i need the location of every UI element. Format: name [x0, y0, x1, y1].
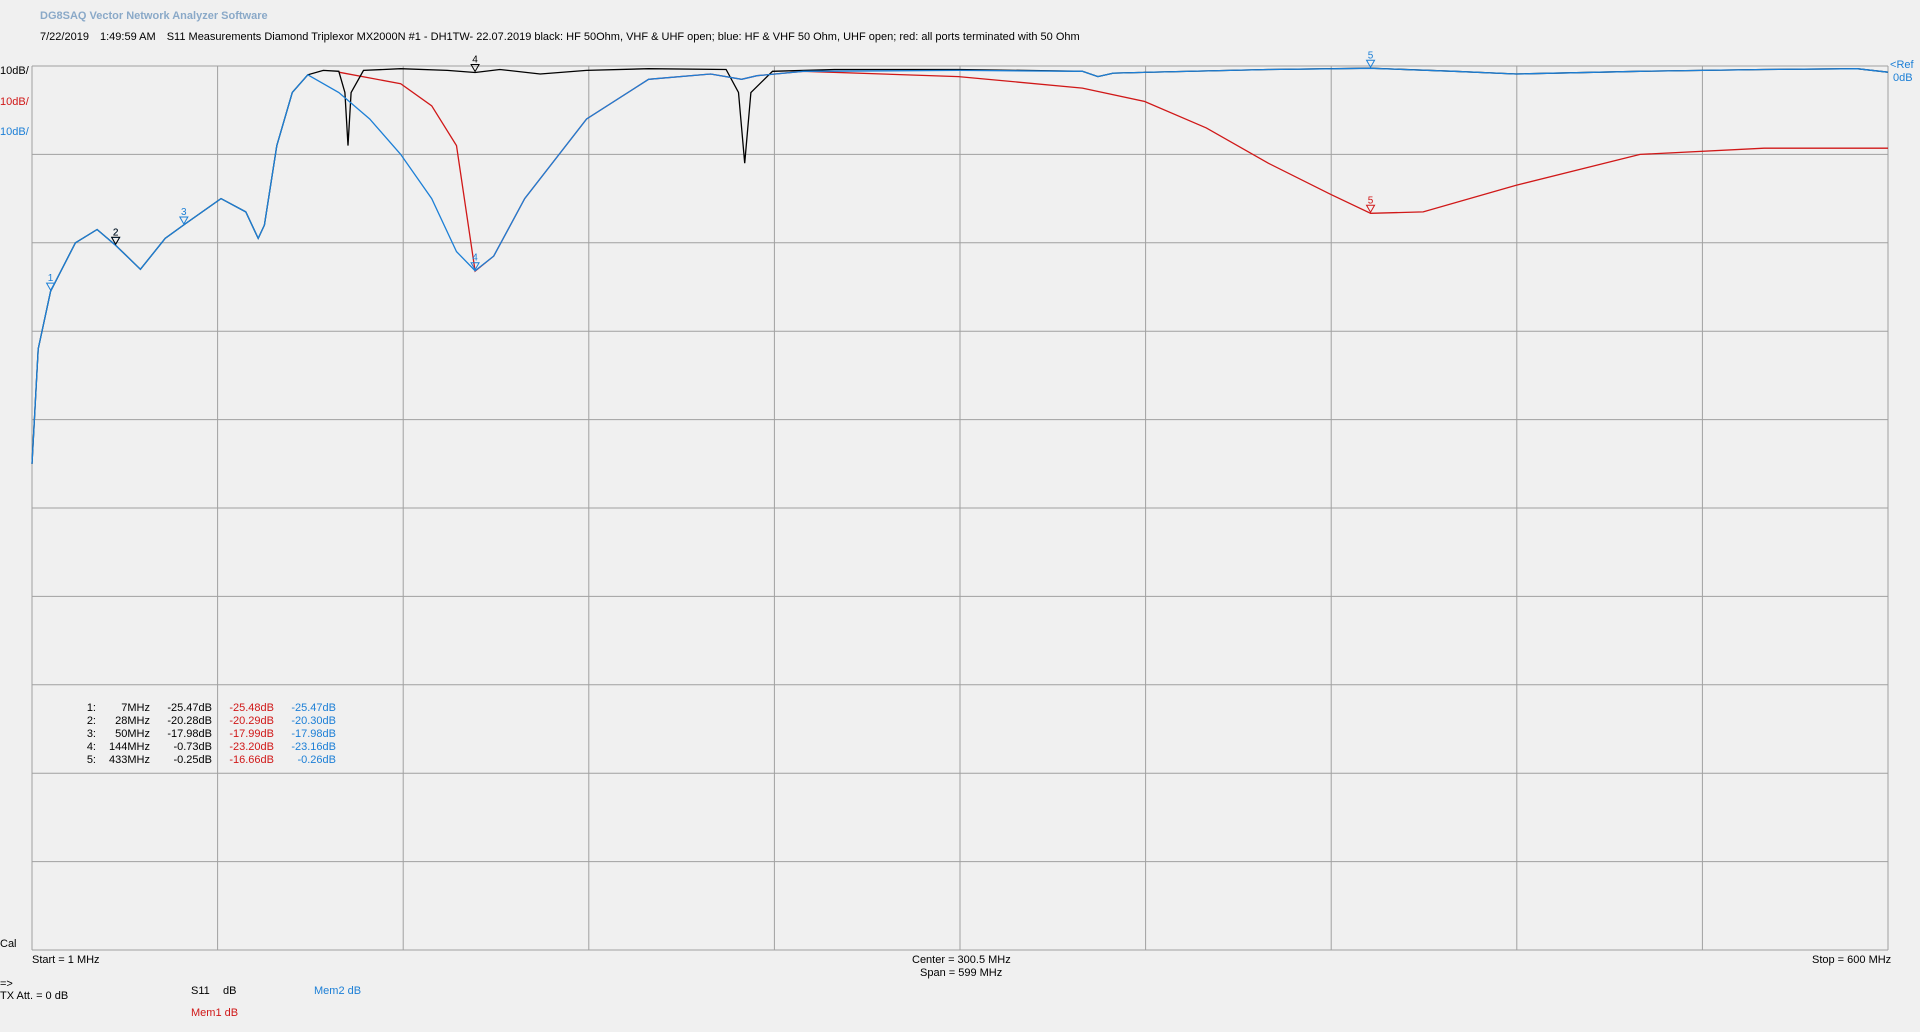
marker-s11: -0.25dB [173, 754, 212, 766]
tx-attenuation[interactable]: TX Att. = 0 dB [0, 990, 69, 1002]
marker-idx: 1: [86, 702, 96, 714]
start-frequency: Start = 1 MHz [32, 954, 100, 966]
marker-freq: 433MHz [109, 754, 150, 766]
marker-s11: -25.47dB [167, 702, 212, 714]
marker-idx: 3: [86, 728, 96, 740]
marker-row: 1: 7MHz -25.47dB -25.48dB -25.47dB [70, 702, 336, 715]
scale-mem2: 10dB/ [0, 126, 29, 138]
marker-label: 5 [1368, 195, 1374, 206]
ref-value: 0dB [1893, 72, 1913, 84]
mem2-label[interactable]: Mem2 dB [314, 985, 362, 997]
marker-mem2: -20.30dB [291, 715, 336, 727]
marker-idx: 2: [86, 715, 96, 727]
marker-5-mem1: 5 [1365, 195, 1376, 214]
marker-s11: -17.98dB [167, 728, 212, 740]
marker-3-mem2: 3 [178, 207, 189, 225]
plot-traces [31, 67, 1889, 464]
s11-trace-label[interactable]: S11 [191, 985, 210, 997]
marker-s11: -0.73dB [173, 741, 212, 753]
marker-idx: 4: [86, 741, 96, 753]
span-frequency: Span = 599 MHz [920, 967, 1003, 979]
marker-s11: -20.28dB [167, 715, 212, 727]
scale-mem1: 10dB/ [0, 96, 29, 108]
marker-label: 2 [113, 227, 119, 238]
marker-label: 3 [181, 207, 187, 218]
marker-5-mem2: 5 [1365, 50, 1376, 69]
measurement-header: 7/22/2019 1:49:59 AM S11 Measurements Di… [40, 31, 1088, 43]
stop-frequency: Stop = 600 MHz [1812, 954, 1892, 966]
marker-mem2: -17.98dB [291, 728, 336, 740]
marker-mem2: -23.16dB [291, 741, 336, 753]
trace-mem1 [338, 70, 1888, 273]
marker-row: 4: 144MHz -0.73dB -23.20dB -23.16dB [70, 741, 336, 754]
header-date: 7/22/2019 [40, 31, 89, 43]
header-description: S11 Measurements Diamond Triplexor MX200… [166, 31, 1080, 43]
marker-mem1: -17.99dB [229, 728, 274, 740]
app-title: DG8SAQ Vector Network Analyzer Software [40, 10, 268, 22]
marker-label: 4 [472, 253, 478, 264]
s11-unit-label[interactable]: dB [223, 985, 237, 997]
marker-freq: 28MHz [115, 715, 150, 727]
mem1-label[interactable]: Mem1 dB [191, 1007, 239, 1019]
marker-table: 1: 7MHz -25.47dB -25.48dB -25.47dB 2: 28MHz -20… [70, 702, 336, 767]
marker-label: 2 [113, 227, 119, 238]
marker-idx: 5: [86, 754, 96, 766]
marker-1-mem2: 1 [45, 273, 56, 292]
marker-freq: 7MHz [121, 702, 150, 714]
marker-row: 2: 28MHz -20.28dB -20.29dB -20.30dB [70, 715, 336, 728]
plot-grid [31, 65, 1889, 951]
marker-mem1: -23.20dB [229, 741, 274, 753]
marker-2-s11: 2 [110, 227, 121, 246]
marker-mem1: -25.48dB [229, 702, 274, 714]
marker-label: 1 [48, 273, 54, 284]
marker-label: 4 [472, 54, 478, 65]
marker-label: 5 [1368, 50, 1374, 61]
cal-label: Cal [0, 938, 17, 950]
arrow-indicator: => [0, 978, 13, 990]
marker-mem2: -0.26dB [297, 754, 336, 766]
marker-mem2: -25.47dB [291, 702, 336, 714]
marker-4-s11: 4 [470, 54, 480, 73]
trace-mem2 [31, 67, 1889, 464]
marker-freq: 144MHz [109, 741, 150, 753]
marker-row: 3: 50MHz -17.98dB -17.99dB -17.98dB [70, 728, 336, 741]
marker-row: 5: 433MHz -0.25dB -16.66dB -0.26dB [70, 754, 336, 767]
ref-label: <Ref [1890, 59, 1914, 71]
marker-mem1: -20.29dB [229, 715, 274, 727]
header-time: 1:49:59 AM [100, 31, 156, 43]
scale-s11: 10dB/ [0, 65, 29, 77]
marker-mem1: -16.66dB [229, 754, 274, 766]
marker-4-mem2: 4 [470, 253, 480, 271]
marker-freq: 50MHz [115, 728, 150, 740]
center-frequency: Center = 300.5 MHz [912, 954, 1011, 966]
